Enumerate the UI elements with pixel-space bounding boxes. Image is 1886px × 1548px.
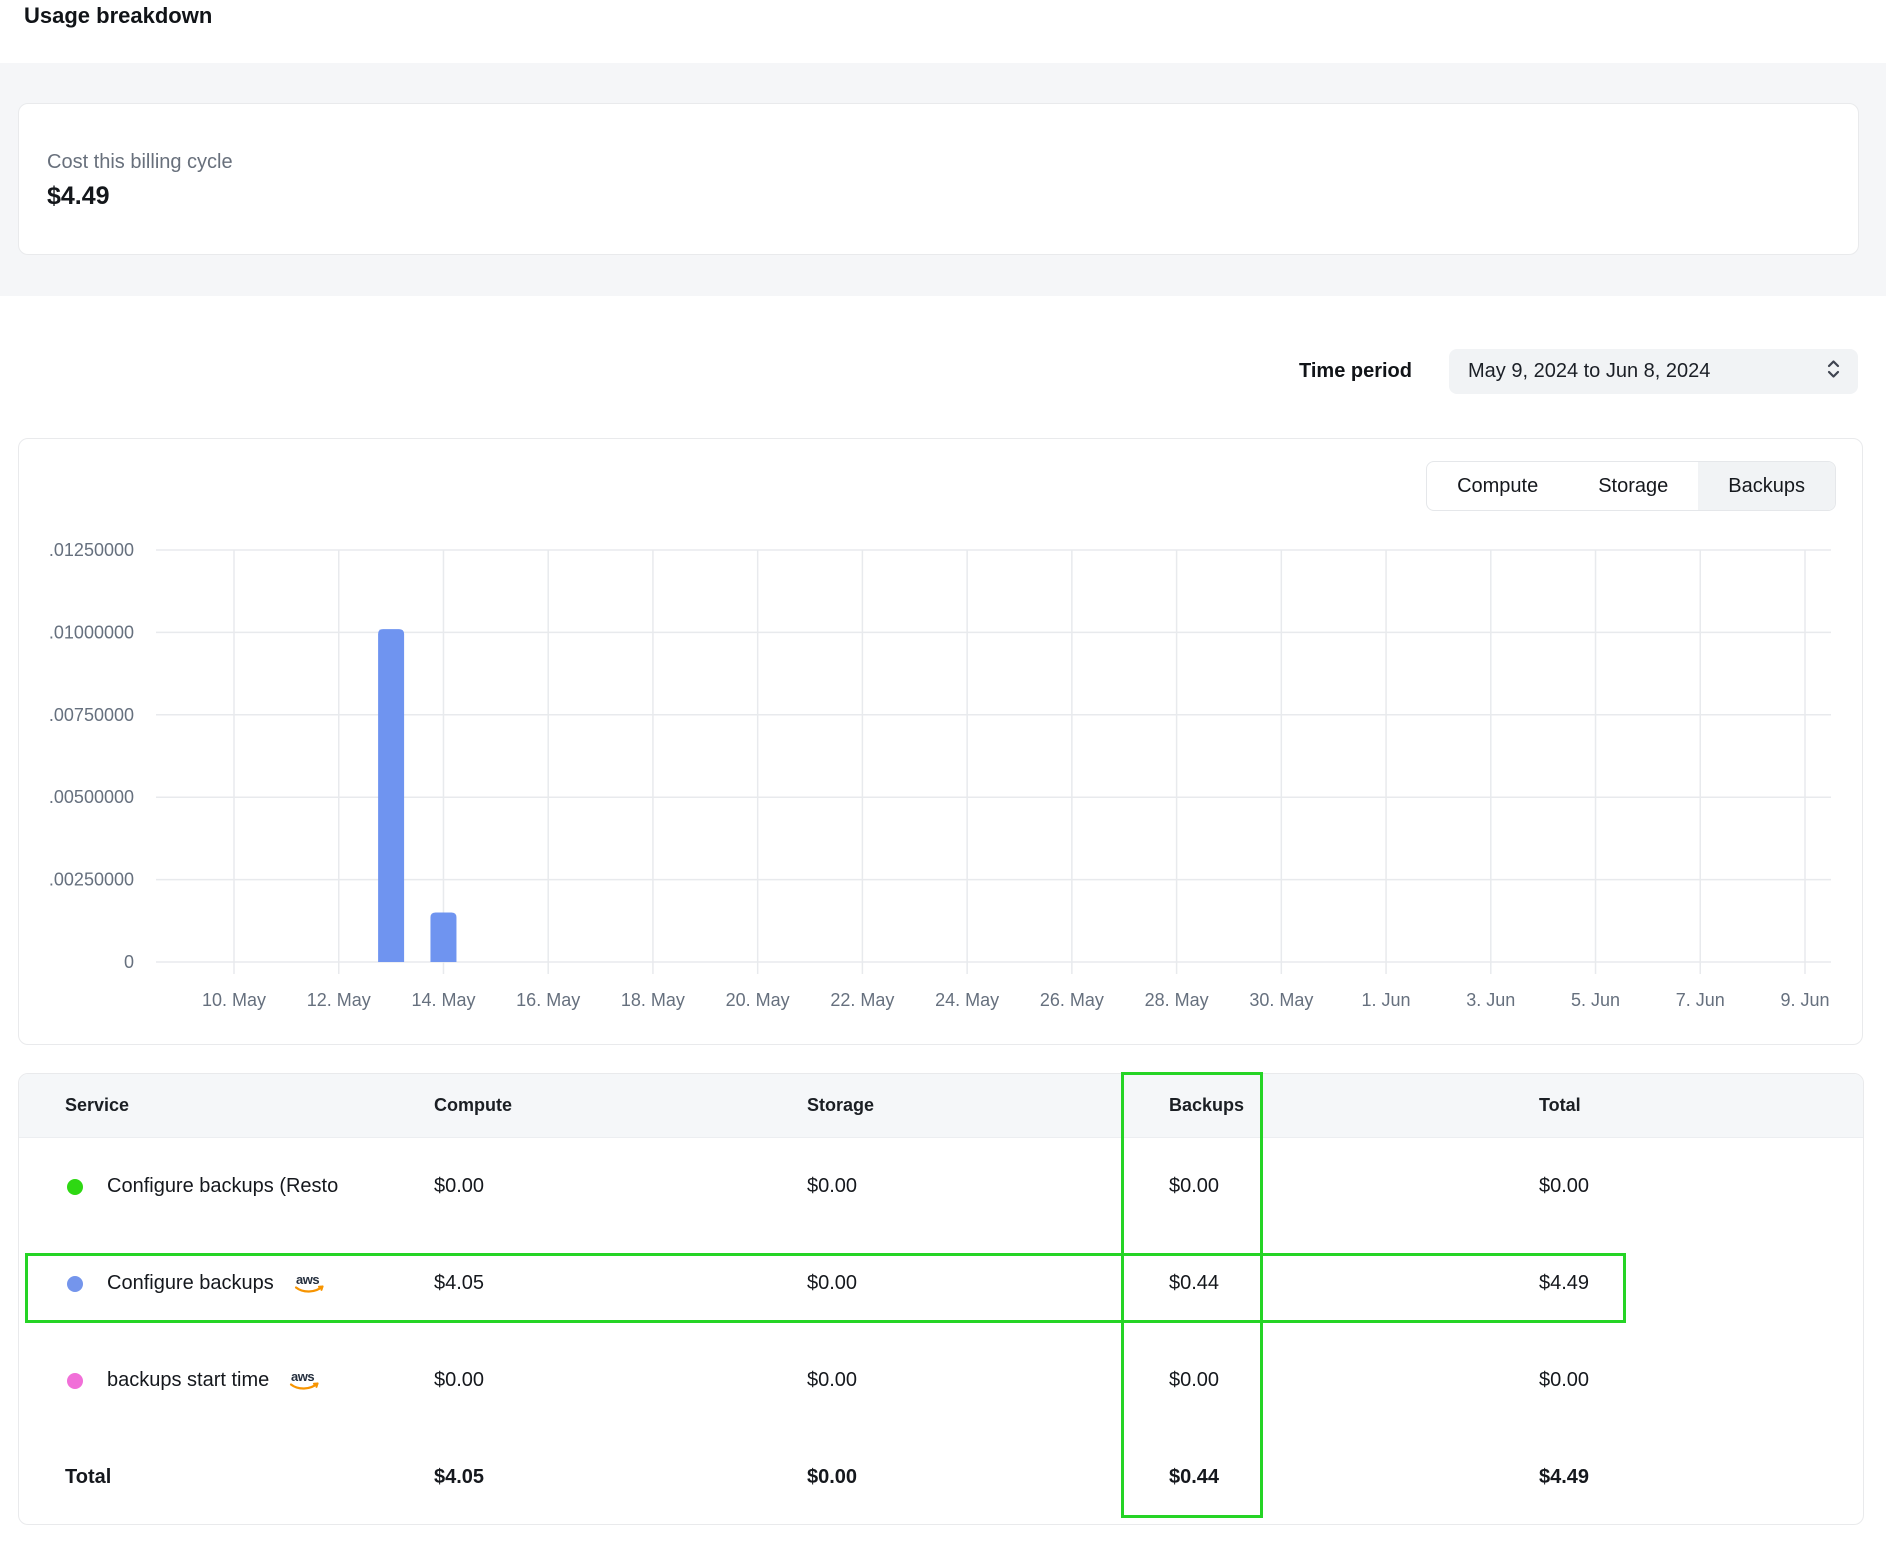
col-header-total: Total [1539, 1095, 1863, 1116]
table-row: Configure backups (Resto $0.00 $0.00 $0.… [19, 1138, 1863, 1235]
svg-text:3. Jun: 3. Jun [1466, 990, 1515, 1010]
cost-card-value: $4.49 [47, 182, 1830, 211]
table-header-row: Service Compute Storage Backups Total [19, 1074, 1863, 1138]
cell-storage: $0.00 [807, 1272, 1169, 1295]
cost-card: Cost this billing cycle $4.49 [18, 103, 1859, 255]
svg-text:10. May: 10. May [202, 990, 266, 1010]
svg-text:30. May: 30. May [1249, 990, 1313, 1010]
svg-text:16. May: 16. May [516, 990, 580, 1010]
time-period-value: May 9, 2024 to Jun 8, 2024 [1468, 360, 1710, 383]
svg-text:.00250000: .00250000 [49, 870, 134, 890]
cell-backups: $0.44 [1169, 1272, 1539, 1295]
usage-bar-chart: .01250000 .01000000 .00750000 .00500000 .002… [19, 439, 1862, 1044]
svg-text:1. Jun: 1. Jun [1362, 990, 1411, 1010]
service-name: Configure backups [107, 1272, 274, 1295]
svg-text:12. May: 12. May [307, 990, 371, 1010]
chart-view-tabs: Compute Storage Backups [1426, 461, 1836, 511]
tab-compute[interactable]: Compute [1427, 462, 1568, 510]
col-header-backups: Backups [1169, 1095, 1539, 1116]
svg-text:7. Jun: 7. Jun [1676, 990, 1725, 1010]
series-dot-pink [67, 1373, 83, 1389]
svg-text:18. May: 18. May [621, 990, 685, 1010]
time-period-row: Time period May 9, 2024 to Jun 8, 2024 [1299, 349, 1858, 394]
svg-text:14. May: 14. May [411, 990, 475, 1010]
total-row-label: Total [65, 1466, 434, 1489]
aws-icon: aws [287, 1368, 325, 1400]
cell-compute: $4.05 [434, 1272, 807, 1295]
svg-text:.00500000: .00500000 [49, 787, 134, 807]
cell-backups: $0.00 [1169, 1175, 1539, 1198]
svg-text:20. May: 20. May [726, 990, 790, 1010]
svg-text:0: 0 [124, 952, 134, 972]
series-dot-blue [67, 1276, 83, 1292]
chart-bar[interactable] [430, 913, 456, 962]
cell-storage-total: $0.00 [807, 1466, 1169, 1489]
cost-card-label: Cost this billing cycle [47, 150, 1830, 174]
svg-text:.01000000: .01000000 [49, 622, 134, 642]
svg-text:aws: aws [291, 1369, 314, 1384]
page-title: Usage breakdown [24, 3, 212, 29]
cell-total-total: $4.49 [1539, 1466, 1863, 1489]
svg-text:28. May: 28. May [1145, 990, 1209, 1010]
svg-text:aws: aws [296, 1272, 319, 1287]
col-header-service: Service [65, 1095, 434, 1116]
billing-summary-band: Cost this billing cycle $4.49 [0, 63, 1886, 296]
cell-total: $0.00 [1539, 1175, 1863, 1198]
chart-bar[interactable] [378, 629, 404, 962]
select-updown-icon [1825, 357, 1842, 387]
table-row: backups start time aws $0.00 $0.00 $0.00… [19, 1332, 1863, 1429]
svg-text:22. May: 22. May [830, 990, 894, 1010]
aws-icon: aws [292, 1271, 330, 1303]
table-total-row: Total $4.05 $0.00 $0.44 $4.49 [19, 1429, 1863, 1525]
svg-text:.00750000: .00750000 [49, 705, 134, 725]
cell-compute: $0.00 [434, 1369, 807, 1392]
cell-compute-total: $4.05 [434, 1466, 807, 1489]
table-row: Configure backups aws $4.05 $0.00 $0.44 … [19, 1235, 1863, 1332]
tab-backups[interactable]: Backups [1698, 462, 1835, 510]
cell-storage: $0.00 [807, 1175, 1169, 1198]
cell-total: $0.00 [1539, 1369, 1863, 1392]
svg-text:24. May: 24. May [935, 990, 999, 1010]
col-header-storage: Storage [807, 1095, 1169, 1116]
cell-storage: $0.00 [807, 1369, 1169, 1392]
tab-storage[interactable]: Storage [1568, 462, 1698, 510]
cell-backups-total: $0.44 [1169, 1466, 1539, 1489]
service-name: backups start time [107, 1369, 269, 1392]
svg-text:5. Jun: 5. Jun [1571, 990, 1620, 1010]
time-period-label: Time period [1299, 360, 1412, 383]
time-period-select[interactable]: May 9, 2024 to Jun 8, 2024 [1449, 349, 1858, 394]
series-dot-green [67, 1179, 83, 1195]
svg-text:.01250000: .01250000 [49, 540, 134, 560]
cell-backups: $0.00 [1169, 1369, 1539, 1392]
service-name: Configure backups (Resto [107, 1175, 338, 1198]
svg-text:9. Jun: 9. Jun [1780, 990, 1829, 1010]
usage-table: Service Compute Storage Backups Total Co… [18, 1073, 1864, 1525]
usage-chart-card: Compute Storage Backups .01250000 .010000… [18, 438, 1863, 1045]
cell-total: $4.49 [1539, 1272, 1863, 1295]
col-header-compute: Compute [434, 1095, 807, 1116]
svg-text:26. May: 26. May [1040, 990, 1104, 1010]
cell-compute: $0.00 [434, 1175, 807, 1198]
